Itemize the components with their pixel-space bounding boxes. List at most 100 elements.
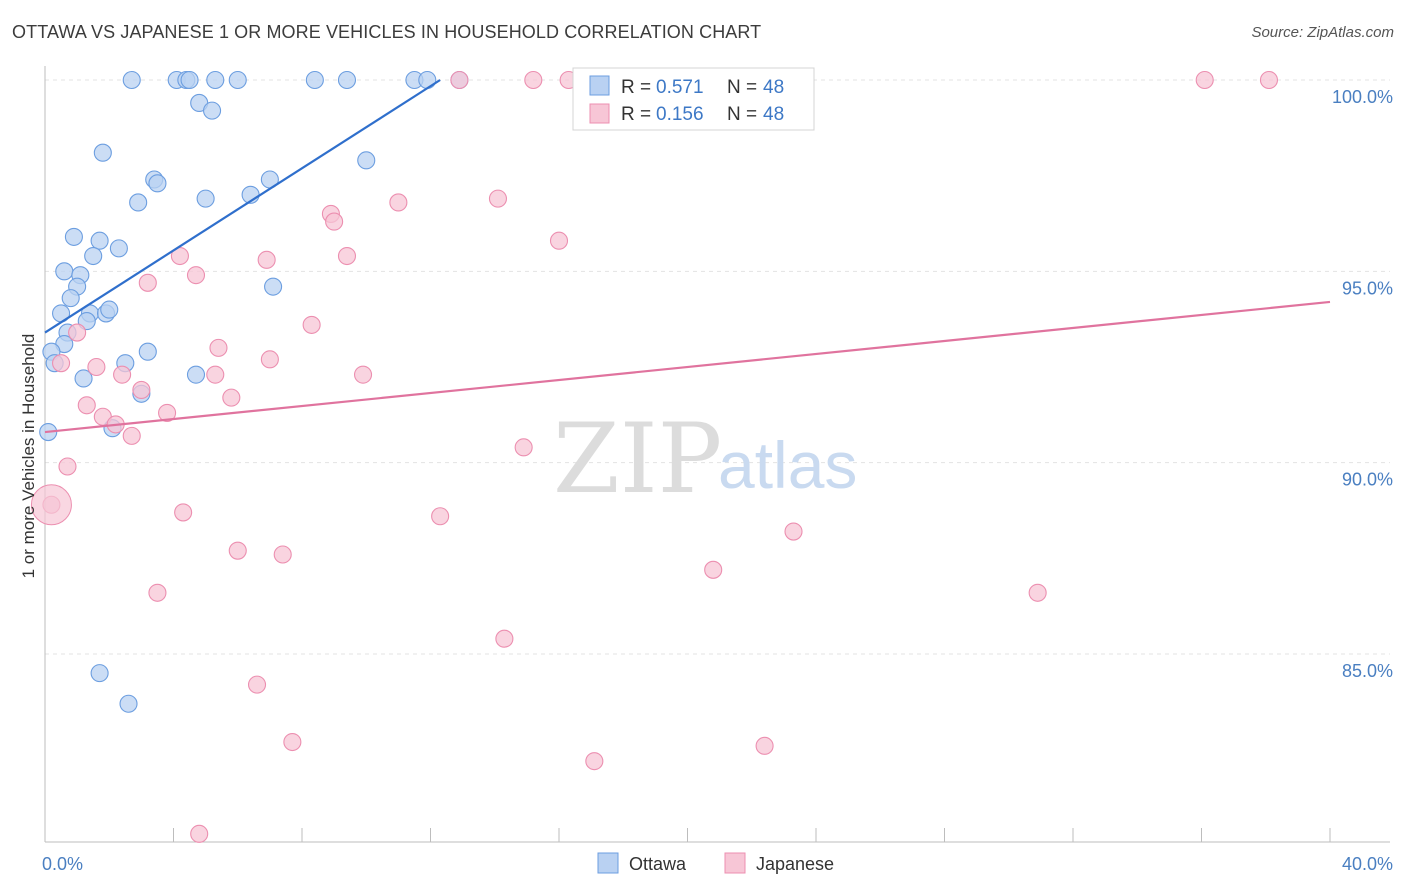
ottawa-point-24 bbox=[84, 246, 103, 266]
japanese-point-26 bbox=[77, 396, 96, 415]
legend-n-value-japanese: 48 bbox=[763, 104, 784, 125]
watermark-zip: ZIP bbox=[553, 403, 722, 515]
ottawa-point-6 bbox=[305, 70, 324, 90]
japanese-point-43 bbox=[247, 675, 267, 694]
ottawa-point-16 bbox=[148, 174, 167, 193]
japanese-point-9 bbox=[549, 231, 569, 250]
source-credit: Source: ZipAtlas.com bbox=[1251, 24, 1394, 41]
x-tick-label-1: 40.0% bbox=[1342, 854, 1393, 874]
japanese-point-24 bbox=[132, 380, 151, 400]
ottawa-point-37 bbox=[138, 342, 157, 361]
legend-r-value-ottawa: 0.571 bbox=[656, 77, 704, 98]
ottawa-point-22 bbox=[90, 231, 109, 250]
japanese-point-15 bbox=[302, 315, 321, 334]
japanese-point-19 bbox=[52, 354, 71, 373]
series-legend-label-ottawa: Ottawa bbox=[629, 854, 687, 874]
x-tick-labels: 0.0% 40.0% bbox=[42, 854, 1393, 874]
series-legend-swatch-ottawa bbox=[597, 852, 619, 874]
japanese-point-6 bbox=[389, 193, 408, 212]
trend-lines bbox=[44, 79, 1331, 434]
ottawa-point-12 bbox=[203, 101, 222, 120]
japanese-point-0 bbox=[450, 70, 469, 90]
japanese-point-31 bbox=[514, 438, 533, 457]
series-legend-label-japanese: Japanese bbox=[756, 854, 834, 874]
japanese-point-1 bbox=[524, 70, 543, 90]
japanese-point-35 bbox=[431, 507, 450, 526]
ottawa-point-4 bbox=[206, 70, 225, 90]
japanese-point-41 bbox=[1028, 583, 1047, 602]
japanese-point-34 bbox=[174, 503, 193, 522]
japanese-point-12 bbox=[257, 250, 276, 269]
ottawa-point-13 bbox=[93, 143, 112, 162]
legend-swatch-japanese bbox=[589, 103, 610, 124]
ottawa-point-41 bbox=[186, 365, 206, 384]
japanese-point-27 bbox=[158, 403, 177, 422]
legend-swatch-ottawa bbox=[589, 75, 610, 96]
japanese-point-large bbox=[30, 484, 72, 526]
ottawa-point-7 bbox=[337, 70, 357, 90]
ottawa-point-47 bbox=[119, 694, 138, 713]
ottawa-point-25 bbox=[55, 262, 74, 281]
japanese-point-25 bbox=[222, 388, 241, 407]
legend-n-label-japanese: N = bbox=[727, 104, 757, 125]
ottawa-trend-line bbox=[44, 79, 441, 334]
japanese-point-40 bbox=[148, 583, 167, 602]
legend-r-value-japanese: 0.156 bbox=[656, 104, 704, 125]
japanese-point-4 bbox=[1259, 70, 1279, 90]
y-tick-label-3: 85.0% bbox=[1342, 661, 1393, 681]
legend-n-label-ottawa: N = bbox=[727, 77, 757, 98]
japanese-point-36 bbox=[784, 522, 803, 541]
y-axis-title: 1 or more Vehicles in Household bbox=[19, 334, 38, 579]
japanese-point-5 bbox=[488, 189, 508, 208]
japanese-point-38 bbox=[273, 545, 292, 564]
ottawa-point-42 bbox=[74, 369, 93, 388]
ottawa-point-14 bbox=[357, 151, 376, 170]
x-tick-label-0: 0.0% bbox=[42, 854, 83, 874]
ottawa-point-46 bbox=[90, 664, 109, 683]
legend-r-label-ottawa: R = bbox=[621, 77, 651, 98]
japanese-point-13 bbox=[186, 266, 206, 285]
japanese-point-17 bbox=[209, 338, 228, 357]
japanese-point-16 bbox=[68, 323, 87, 342]
chart-title: OTTAWA VS JAPANESE 1 OR MORE VEHICLES IN… bbox=[12, 22, 762, 42]
ottawa-point-27 bbox=[264, 277, 283, 296]
japanese-point-18 bbox=[260, 350, 279, 369]
ottawa-point-9 bbox=[418, 70, 437, 90]
ottawa-point-20 bbox=[129, 193, 148, 212]
legend: R = 0.571 N = 48 R = 0.156 N = 48 bbox=[572, 67, 815, 131]
japanese-point-37 bbox=[228, 541, 247, 560]
axes bbox=[44, 66, 1390, 843]
japanese-point-30 bbox=[122, 426, 141, 445]
y-tick-label-2: 90.0% bbox=[1342, 470, 1393, 490]
ottawa-point-19 bbox=[196, 189, 215, 208]
y-tick-labels: 100.0% 95.0% 90.0% 85.0% bbox=[1332, 87, 1393, 681]
japanese-point-39 bbox=[704, 560, 723, 579]
legend-n-value-ottawa: 48 bbox=[763, 77, 784, 98]
japanese-point-45 bbox=[755, 736, 774, 755]
series-legend-swatch-japanese bbox=[724, 852, 746, 874]
japanese-point-11 bbox=[337, 246, 357, 266]
japanese-point-8 bbox=[325, 212, 344, 231]
japanese-point-3 bbox=[1195, 70, 1214, 90]
japanese-trend-line bbox=[44, 300, 1331, 434]
ottawa-point-23 bbox=[109, 239, 128, 258]
data-points bbox=[30, 70, 1279, 843]
japanese-point-20 bbox=[87, 357, 106, 377]
series-legend: Ottawa Japanese bbox=[597, 852, 834, 874]
watermark: ZIP atlas bbox=[553, 403, 857, 515]
ottawa-point-3 bbox=[180, 70, 199, 90]
japanese-point-22 bbox=[113, 365, 132, 384]
y-tick-label-1: 95.0% bbox=[1342, 278, 1393, 298]
y-tick-label-0: 100.0% bbox=[1332, 87, 1393, 107]
legend-frame bbox=[572, 67, 815, 131]
watermark-atlas: atlas bbox=[718, 428, 857, 502]
ottawa-point-21 bbox=[64, 227, 83, 246]
japanese-point-46 bbox=[585, 752, 604, 771]
legend-r-label-japanese: R = bbox=[621, 104, 651, 125]
japanese-point-21 bbox=[353, 365, 373, 384]
japanese-point-42 bbox=[495, 629, 514, 648]
ottawa-point-5 bbox=[228, 70, 247, 90]
ottawa-point-0 bbox=[122, 70, 141, 90]
japanese-point-32 bbox=[58, 457, 77, 476]
